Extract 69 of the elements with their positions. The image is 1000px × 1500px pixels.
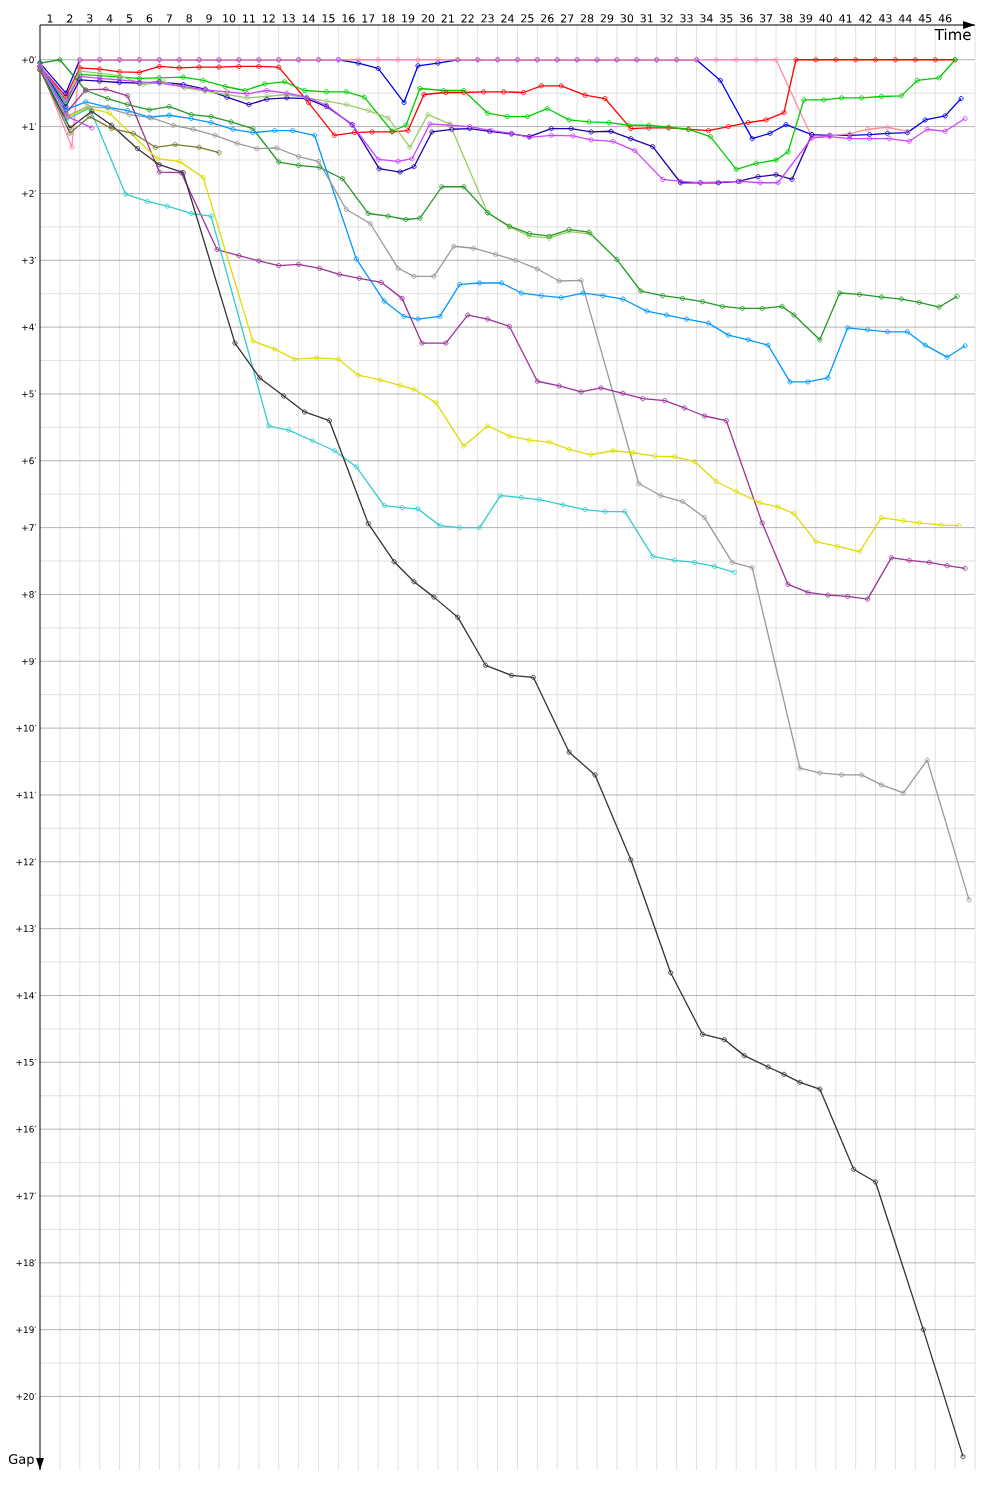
y-axis-title: Gap (8, 1454, 34, 1467)
x-tick-label: 35 (720, 14, 733, 23)
y-tick-label: +8′ (22, 591, 37, 598)
x-tick-label: 40 (819, 14, 833, 23)
x-tick-label: 20 (421, 14, 435, 23)
x-tick-label: 24 (501, 14, 514, 23)
y-tick-label: +18′ (16, 1259, 37, 1267)
x-tick-label: 27 (560, 14, 574, 23)
y-tick-label: +1′ (22, 123, 37, 130)
x-tick-label: 22 (461, 14, 474, 23)
x-tick-label: 14 (302, 14, 315, 23)
x-tick-label: 36 (740, 14, 753, 23)
x-tick-label: 7 (166, 14, 172, 23)
x-tick-label: 15 (322, 14, 335, 23)
y-tick-label: +6′ (22, 457, 37, 465)
y-tick-label: +10′ (16, 724, 37, 732)
y-tick-label: +12′ (16, 858, 37, 866)
x-tick-label: 4 (106, 14, 113, 23)
x-tick-label: 43 (879, 14, 892, 23)
y-tick-label: +7′ (22, 524, 37, 531)
x-tick-label: 23 (481, 14, 494, 23)
x-tick-label: 11 (243, 14, 255, 23)
x-tick-label: 46 (938, 14, 952, 23)
x-tick-label: 17 (362, 14, 375, 23)
y-tick-label: +2′ (22, 190, 37, 197)
x-tick-label: 45 (918, 14, 932, 23)
y-tick-label: +20′ (16, 1393, 37, 1400)
x-tick-label: 33 (680, 14, 693, 23)
y-tick-label: +14′ (16, 992, 37, 999)
x-tick-label: 44 (898, 14, 912, 23)
x-tick-label: 2 (67, 14, 73, 23)
x-tick-label: 31 (640, 14, 653, 23)
x-tick-label: 34 (700, 14, 713, 23)
y-tick-label: +16′ (16, 1125, 37, 1133)
x-tick-label: 29 (600, 14, 614, 23)
y-tick-label: +13′ (16, 925, 37, 933)
x-tick-label: 8 (186, 14, 192, 23)
y-tick-label: +5′ (22, 390, 37, 398)
x-tick-label: 5 (126, 14, 133, 23)
x-axis-title: Time (934, 28, 971, 41)
y-tick-label: +11′ (16, 791, 37, 799)
x-tick-label: 19 (402, 14, 415, 23)
x-tick-label: 6 (146, 14, 153, 23)
x-tick-label: 9 (206, 14, 212, 23)
y-tick-label: +3′ (22, 256, 37, 264)
x-tick-label: 32 (660, 14, 673, 23)
x-tick-label: 39 (799, 14, 813, 23)
x-tick-label: 25 (521, 14, 534, 23)
x-tick-label: 26 (541, 14, 554, 23)
x-tick-label: 38 (779, 14, 793, 23)
x-tick-label: 42 (859, 14, 872, 23)
x-tick-label: 16 (342, 14, 355, 23)
x-tick-label: 10 (223, 14, 236, 23)
y-tick-label: +4′ (22, 323, 37, 331)
x-tick-label: 3 (87, 14, 93, 23)
x-tick-label: 41 (839, 14, 852, 23)
y-tick-label: +0′ (22, 56, 37, 64)
x-tick-label: 13 (282, 14, 295, 23)
y-tick-label: +9′ (22, 657, 37, 665)
y-tick-label: +15′ (16, 1058, 37, 1066)
x-tick-label: 12 (262, 14, 275, 23)
x-tick-label: 21 (441, 14, 454, 23)
x-tick-label: 37 (759, 14, 773, 23)
x-tick-label: 1 (47, 14, 53, 23)
y-tick-label: +19′ (16, 1326, 37, 1334)
x-tick-label: 28 (580, 14, 594, 23)
x-tick-label: 18 (382, 14, 395, 23)
x-tick-label: 30 (620, 14, 634, 23)
y-tick-label: +17′ (16, 1192, 37, 1200)
